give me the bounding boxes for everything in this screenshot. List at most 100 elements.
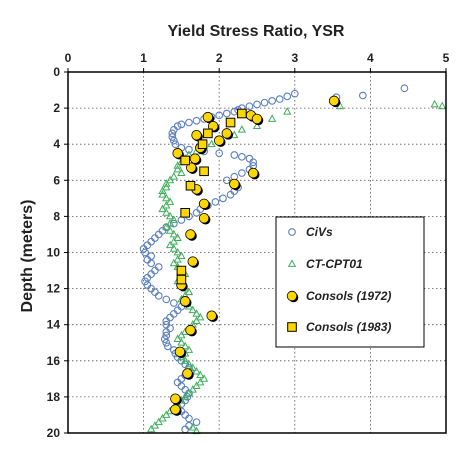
data-point: [206, 310, 218, 322]
data-point: [177, 338, 186, 346]
data-point: [196, 312, 205, 321]
y-tick-label: 6: [53, 173, 60, 187]
data-point: [230, 151, 239, 159]
data-point: [180, 207, 190, 218]
data-point: [181, 392, 190, 400]
y-tick-label: 20: [47, 426, 61, 440]
marker-face: [251, 113, 263, 125]
data-point: [176, 265, 187, 276]
data-point: [185, 145, 193, 154]
data-point: [184, 388, 194, 397]
data-point: [237, 125, 247, 133]
data-point: [141, 248, 149, 257]
data-point: [245, 102, 254, 111]
data-point: [181, 356, 190, 364]
data-point: [188, 305, 197, 314]
data-point: [162, 208, 171, 216]
data-point: [162, 338, 171, 347]
data-point: [213, 135, 226, 147]
marker-face: [202, 111, 214, 123]
y-tick-label: 0: [53, 65, 60, 79]
chart-title: Yield Stress Ratio, YSR: [168, 23, 345, 40]
y-tick-label: 14: [47, 318, 61, 332]
marker-face: [179, 296, 191, 307]
data-point: [192, 366, 201, 375]
data-point: [177, 168, 186, 176]
data-point: [199, 374, 209, 382]
data-point: [358, 91, 367, 100]
data-point: [169, 125, 178, 134]
data-point: [171, 140, 180, 149]
data-point: [237, 108, 247, 119]
data-point: [188, 385, 197, 393]
data-point: [221, 128, 234, 140]
x-tick-label: 1: [140, 51, 147, 65]
marker-face: [170, 404, 181, 415]
data-point: [186, 162, 198, 174]
data-point: [162, 317, 171, 325]
data-point: [226, 190, 235, 199]
data-point: [165, 197, 175, 205]
data-point: [251, 113, 264, 126]
marker-face: [191, 129, 202, 141]
data-point: [198, 198, 211, 211]
data-point: [165, 175, 175, 184]
x-tick-label: 0: [65, 51, 72, 65]
data-point: [165, 218, 175, 227]
data-point: [188, 363, 197, 371]
marker-face: [187, 256, 198, 267]
marker-face: [207, 120, 219, 132]
legend-label: Consols (1972): [306, 289, 391, 303]
data-point: [158, 204, 167, 213]
marker-face: [229, 178, 240, 190]
marker-face: [182, 368, 193, 379]
data-point: [400, 84, 409, 93]
data-point: [249, 158, 258, 167]
data-point: [184, 287, 194, 296]
data-point: [192, 316, 201, 324]
data-point: [181, 341, 190, 350]
data-point: [158, 190, 167, 198]
y-axis-label: Depth (meters): [19, 200, 36, 313]
marker-face: [221, 128, 232, 139]
data-point: [172, 148, 184, 160]
data-point: [211, 198, 220, 206]
data-point: [248, 167, 260, 180]
y-tick-label: 10: [47, 246, 61, 260]
legend-marker: [287, 259, 297, 267]
data-point: [158, 413, 167, 422]
marker-face: [185, 324, 196, 336]
data-point: [192, 309, 201, 317]
y-tick-label: 2: [53, 101, 60, 115]
data-point: [245, 154, 254, 163]
data-point: [328, 95, 341, 108]
data-point: [173, 161, 182, 169]
data-point: [196, 377, 205, 386]
data-point: [177, 251, 186, 260]
data-point: [229, 178, 241, 191]
data-point: [189, 153, 202, 165]
data-point: [222, 176, 231, 185]
x-tick-label: 3: [291, 51, 298, 65]
data-point: [169, 310, 178, 318]
data-point: [162, 295, 171, 304]
data-point: [238, 169, 246, 177]
data-point: [162, 182, 171, 191]
marker-face: [186, 162, 197, 173]
data-point: [150, 421, 160, 429]
y-tick-label: 4: [53, 137, 60, 151]
x-tick-label: 4: [367, 51, 374, 65]
data-point: [162, 200, 171, 209]
data-point: [215, 149, 224, 158]
data-point: [169, 258, 178, 267]
data-point: [185, 229, 197, 241]
data-point: [165, 240, 175, 249]
data-point: [177, 382, 186, 390]
data-point: [181, 425, 190, 434]
data-point: [283, 92, 292, 101]
data-point: [192, 381, 201, 389]
marker-face: [170, 393, 181, 404]
data-point: [185, 180, 196, 191]
